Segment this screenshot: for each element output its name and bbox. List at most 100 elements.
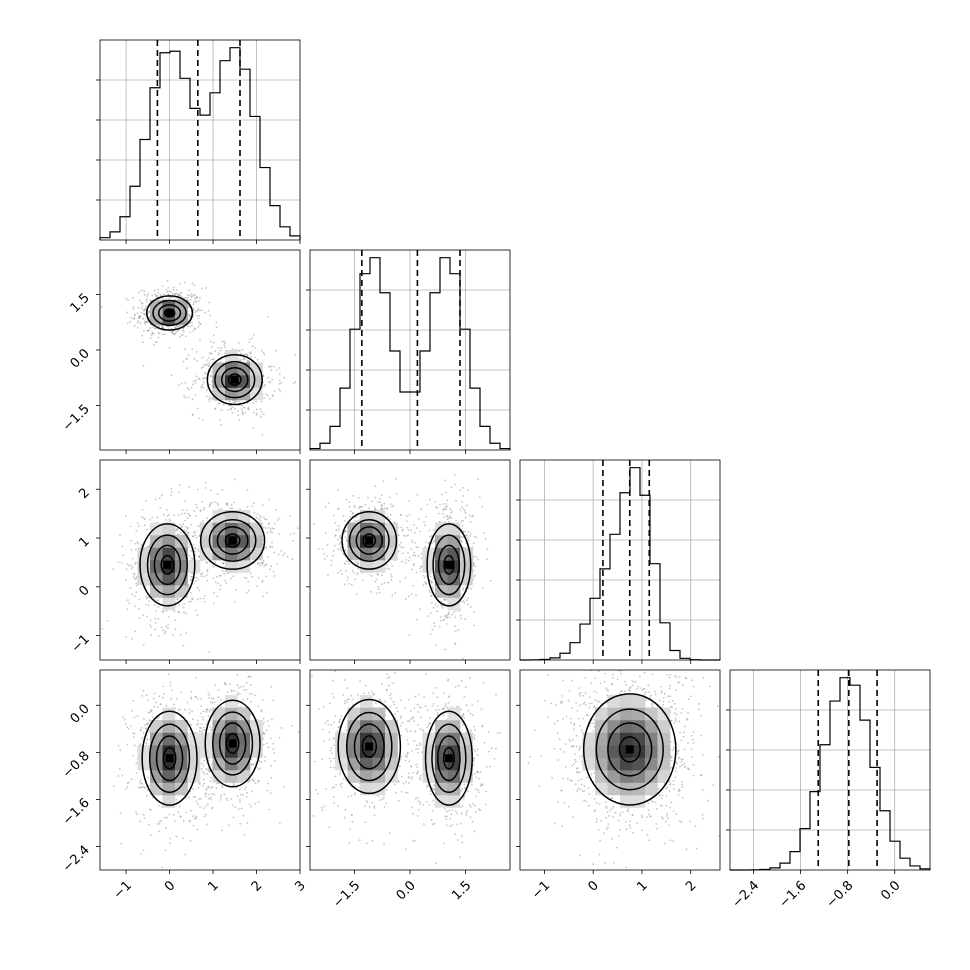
sample-point [145,320,148,323]
sample-point [330,723,333,726]
sample-point [430,581,433,584]
sample-point [412,840,414,843]
sample-point [202,729,205,732]
sample-point [251,692,253,695]
sample-point [344,808,347,811]
sample-point [147,310,150,313]
sample-point [203,759,205,762]
sample-point [237,687,240,689]
sample-point [199,806,201,808]
sample-point [155,621,157,624]
sample-point [143,817,146,820]
sample-point [462,495,464,497]
sample-point [394,477,397,480]
sample-point [254,782,257,785]
sample-point [194,580,197,583]
sample-point [207,803,209,806]
sample-point [378,591,381,594]
sample-point [269,381,272,384]
sample-point [249,693,251,695]
sample-point [135,582,138,585]
sample-point [148,731,151,734]
sample-point [238,798,241,801]
sample-point [194,311,197,314]
sample-point [326,555,328,558]
density-panel-3-0 [99,661,301,871]
sample-point [203,311,206,314]
sample-point [331,692,334,695]
sample-point [405,535,408,538]
sample-point [172,814,175,816]
sample-point [192,718,194,721]
sample-point [164,630,167,633]
sample-point [432,587,434,590]
sample-point [214,581,217,584]
sample-point [190,575,193,578]
sample-point [334,534,337,537]
sample-point [137,320,140,322]
sample-point [154,498,157,501]
sample-point [100,306,103,308]
sample-point [210,798,213,801]
sample-point [146,738,149,741]
sample-point [215,326,218,329]
sample-point [198,534,201,537]
sample-point [197,317,200,320]
sample-point [403,534,405,537]
sample-point [188,712,191,715]
sample-point [191,398,194,401]
sample-point [178,604,180,606]
sample-point [138,598,141,601]
sample-point [130,317,133,319]
sample-point [368,573,371,576]
sample-point [221,489,224,492]
sample-point [278,388,281,391]
sample-point [467,597,470,599]
sample-point [191,282,194,285]
sample-point [231,406,234,409]
sample-point [255,413,258,416]
sample-point [190,724,193,726]
density-panel-2-1 [309,459,511,661]
sample-point [445,623,448,625]
sample-point [125,635,128,638]
sample-point [140,727,143,729]
sample-point [383,842,385,845]
sample-point [161,333,164,336]
sample-point [260,710,263,713]
density-cell [175,312,188,326]
contour-line [208,518,257,563]
sample-point [178,483,181,486]
sample-point [407,559,410,562]
sample-point [208,697,211,699]
sample-point [433,622,435,625]
sample-point [209,340,212,343]
sample-point [347,795,350,798]
sample-point [190,600,192,603]
sample-point [213,701,216,704]
sample-point [184,519,186,522]
sample-point [262,526,265,529]
sample-point [462,586,465,589]
sample-point [176,529,179,532]
sample-point [429,498,432,501]
sample-point [340,569,342,572]
density-cell [447,597,461,611]
sample-point [336,730,339,733]
sample-point [247,661,249,663]
sample-point [437,512,440,515]
sample-point [401,529,404,532]
sample-point [147,784,150,787]
sample-point [376,573,379,576]
sample-point [224,579,226,582]
sample-point [157,617,160,620]
sample-point [165,610,168,612]
density-cell [237,707,251,721]
sample-point [390,573,393,576]
sample-point [183,330,185,333]
sample-point [192,380,195,383]
sample-point [214,350,216,353]
sample-point [423,581,426,583]
sample-point [195,314,198,317]
sample-point [183,281,186,284]
